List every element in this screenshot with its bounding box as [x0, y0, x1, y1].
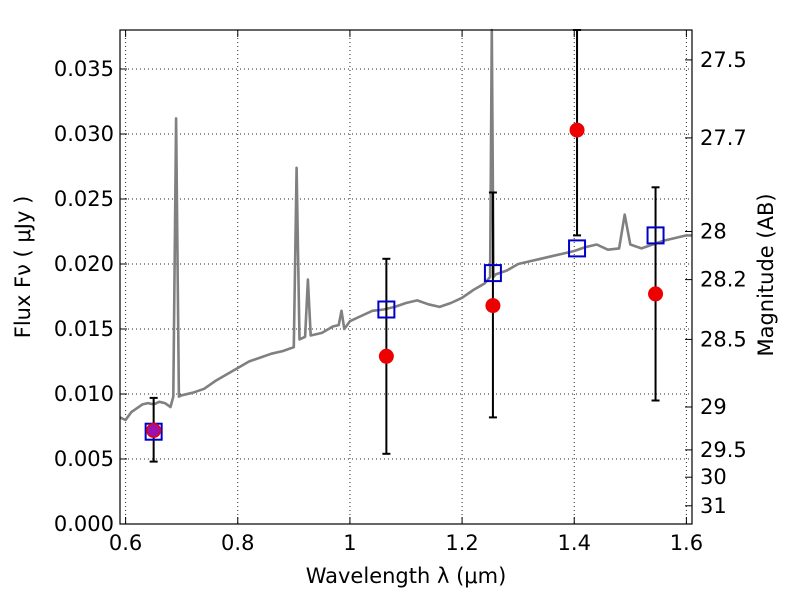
- y2-tick-label: 27.7: [700, 126, 747, 150]
- y-tick-label: 0.015: [54, 317, 114, 341]
- x-tick-label: 0.8: [221, 531, 254, 555]
- observed-markers: [146, 122, 664, 438]
- model-point: [646, 226, 665, 245]
- y2-axis-label: Magnitude (AB): [754, 193, 778, 356]
- x-tick-label: 1.4: [558, 531, 591, 555]
- x-tick-label: 1: [343, 531, 356, 555]
- y2-tick-label: 30: [700, 465, 727, 489]
- y2-tick-label: 29: [700, 395, 727, 419]
- model-point: [568, 239, 587, 258]
- model-point: [377, 300, 396, 319]
- y2-tick-label: 28: [700, 220, 727, 244]
- data-point: [378, 348, 394, 364]
- x-axis-label: Wavelength λ (μm): [306, 564, 507, 588]
- y-tick-label: 0.020: [54, 252, 114, 276]
- data-point-overlap: [147, 424, 160, 437]
- y-tick-label: 0.010: [54, 382, 114, 406]
- y2-tick-label: 28.2: [700, 268, 747, 292]
- model-point: [483, 264, 502, 283]
- y-axis-label: Flux Fν ( μJy ): [11, 196, 35, 339]
- y-tick-label: 0.030: [54, 122, 114, 146]
- data-point: [648, 286, 664, 302]
- sed-layer: [119, 28, 692, 422]
- x-tick-label: 0.6: [109, 531, 142, 555]
- sed-curve: [119, 28, 692, 422]
- x-tick-label: 1.6: [670, 531, 703, 555]
- y2-tick-label: 31: [700, 494, 727, 518]
- tick-layer: 0.6 0.8 1 1.2 1.4 1.6 0.000 0.005 0.010 0.015 0.02…: [54, 30, 747, 555]
- y2-tick-label: 27.5: [700, 48, 747, 72]
- model-markers: [144, 226, 665, 441]
- error-bars: [149, 29, 660, 463]
- y2-tick-label: 28.5: [700, 327, 747, 351]
- x-tick-label: 1.2: [445, 531, 478, 555]
- y-tick-label: 0.035: [54, 57, 114, 81]
- data-point: [569, 122, 585, 138]
- plot-frame: [119, 29, 693, 525]
- y-tick-label: 0.005: [54, 447, 114, 471]
- data-point: [485, 298, 501, 314]
- grid-layer: [120, 30, 692, 525]
- y2-tick-label: 29.5: [700, 438, 747, 462]
- y-tick-label: 0.025: [54, 187, 114, 211]
- y-tick-label: 0.000: [54, 512, 114, 536]
